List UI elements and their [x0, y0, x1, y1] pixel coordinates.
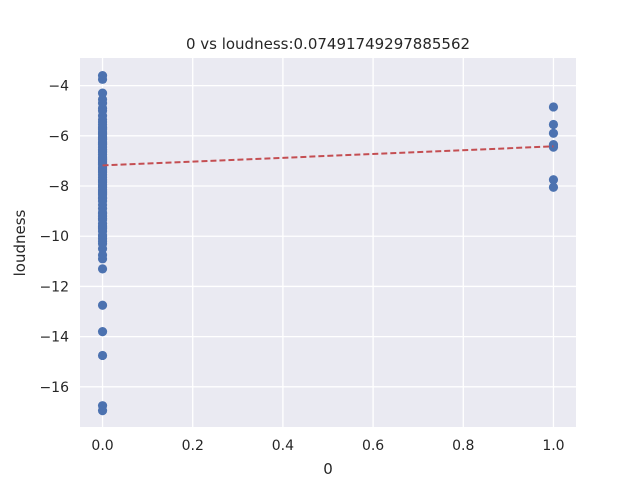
fit-line-series — [102, 145, 554, 167]
scatter-point — [97, 254, 108, 264]
y-tick-label: −4 — [48, 79, 69, 95]
x-tick-label: 0.8 — [452, 438, 474, 454]
y-tick-label: −8 — [48, 179, 69, 195]
scatter-point — [97, 264, 108, 274]
x-axis-ticks: 0.0 0.2 0.4 0.6 0.8 1.0 — [91, 438, 564, 454]
scatter-point — [97, 214, 108, 224]
y-tick-label: −16 — [39, 380, 69, 396]
scatter-point — [97, 128, 108, 138]
y-tick-label: −10 — [39, 229, 69, 245]
scatter-point — [548, 175, 559, 185]
grid — [80, 58, 576, 427]
x-tick-label: 0.0 — [91, 438, 113, 454]
scatter-point — [97, 188, 108, 199]
y-tick-label: −12 — [39, 279, 69, 295]
scatter-point — [97, 106, 108, 116]
y-axis-label: loudness — [11, 209, 29, 276]
x-tick-label: 0.6 — [362, 438, 384, 454]
scatter-point — [548, 119, 559, 130]
y-tick-label: −6 — [48, 129, 69, 145]
fit-line — [102, 145, 554, 167]
scatter-point — [548, 128, 559, 138]
scatter-point — [97, 350, 108, 361]
scatter-point — [97, 153, 108, 164]
chart-title: 0 vs loudness:0.07491749297885562 — [186, 35, 470, 53]
scatter-point — [97, 300, 108, 310]
scatter-point — [97, 327, 108, 337]
scatter-point — [97, 224, 108, 234]
scatter-point — [97, 74, 108, 84]
plot-background — [80, 58, 576, 427]
x-tick-label: 1.0 — [542, 438, 564, 454]
y-axis-ticks: −16 −14 −12 −10 −8 −6 −4 — [39, 79, 69, 396]
scatter-point — [97, 236, 108, 246]
scatter-point — [548, 102, 559, 112]
scatter-point — [548, 141, 559, 151]
scatter-point — [548, 182, 559, 192]
x-tick-label: 0.2 — [182, 438, 204, 454]
scatter-point — [97, 146, 108, 156]
scatter-point — [97, 181, 108, 191]
x-axis-label: 0 — [323, 460, 333, 478]
scatter-point — [97, 138, 108, 148]
y-tick-label: −14 — [39, 330, 69, 346]
scatter-point — [97, 406, 108, 416]
x-tick-label: 0.4 — [272, 438, 294, 454]
